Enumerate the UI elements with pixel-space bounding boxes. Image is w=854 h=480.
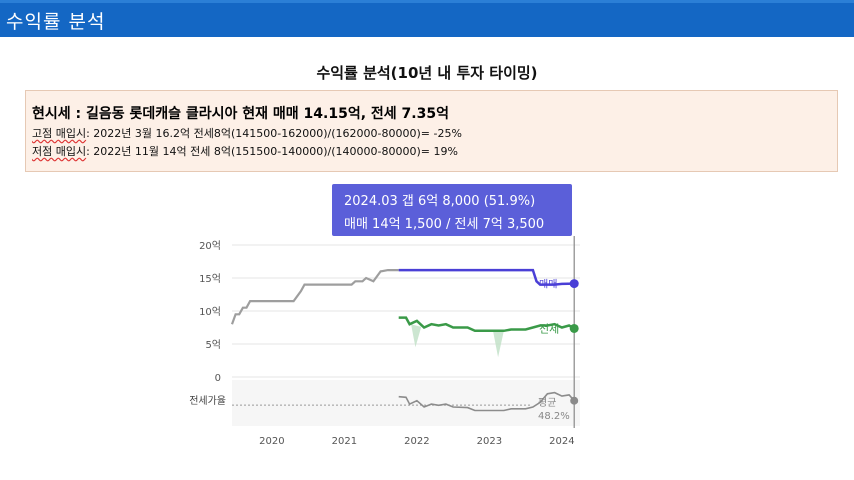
x-tick-label: 2023	[477, 436, 502, 447]
x-tick-label: 2022	[404, 436, 429, 447]
info-box: 현시세 : 길음동 롯데캐슬 클라시아 현재 매매 14.15억, 전세 7.3…	[25, 90, 838, 172]
ratio-axis-label: 전세가율	[189, 395, 226, 407]
ratio-average-value: 48.2%	[538, 411, 570, 422]
sale-end-point	[569, 279, 579, 289]
tooltip-price-text: 매매 14억 1,500 / 전세 7억 3,500	[344, 217, 545, 232]
high-buy-line: 고점 매입시: 2022년 3월 16.2억 전세8억(141500-16200…	[32, 125, 462, 141]
lease-line	[398, 316, 575, 333]
y-tick-label: 5억	[205, 339, 221, 351]
x-tick-label: 2021	[332, 436, 357, 447]
low-buy-label: 저점 매입시	[32, 145, 87, 158]
low-buy-line: 저점 매입시: 2022년 11월 14억 전세 8억(151500-14000…	[32, 143, 458, 159]
y-tick-label: 10억	[199, 306, 221, 318]
page-title: 수익률 분석	[6, 11, 106, 33]
history-line	[230, 269, 399, 325]
y-tick-label: 15억	[199, 273, 221, 285]
ratio-panel	[232, 380, 580, 426]
x-tick-label: 2020	[259, 436, 284, 447]
chart-tooltip: 2024.03 갭 6억 8,000 (51.9%) 매매 14억 1,500 …	[332, 184, 572, 236]
chart-title: 수익률 분석(10년 내 투자 타이밍)	[316, 64, 538, 82]
lease-end-point	[569, 323, 579, 333]
low-buy-text: : 2022년 11월 14억 전세 8억(151500-140000)/(14…	[86, 145, 458, 158]
high-buy-text: : 2022년 3월 16.2억 전세8억(141500-162000)/(16…	[86, 127, 462, 140]
current-price-text: 현시세 : 길음동 롯데캐슬 클라시아 현재 매매 14.15억, 전세 7.3…	[32, 106, 449, 122]
y-tick-label: 20억	[199, 240, 221, 252]
tooltip-gap-text: 2024.03 갭 6억 8,000 (51.9%)	[344, 194, 536, 209]
header-bar: 수익률 분석	[0, 0, 854, 37]
sale-series-label: 매매	[539, 279, 557, 291]
sale-line	[398, 268, 575, 286]
lease-dip-area	[493, 330, 504, 358]
lease-dip-area	[411, 324, 422, 348]
lease-series-label: 전세	[539, 322, 559, 335]
x-tick-label: 2024	[549, 436, 574, 447]
ratio-average-label: 평균	[538, 397, 556, 409]
ratio-line	[398, 391, 575, 412]
ratio-end-point	[570, 396, 579, 405]
high-buy-label: 고점 매입시	[32, 127, 87, 140]
y-tick-label: 0	[215, 373, 221, 384]
